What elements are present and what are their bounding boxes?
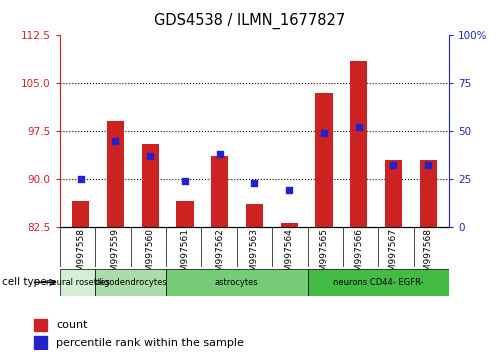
Bar: [142, 144, 159, 227]
Point: [111, 138, 119, 143]
Text: oligodendrocytes: oligodendrocytes: [94, 278, 167, 287]
Bar: [385, 160, 402, 227]
Bar: [280, 223, 298, 227]
Text: astrocytes: astrocytes: [215, 278, 258, 287]
Bar: [350, 61, 367, 227]
Bar: [107, 121, 124, 227]
Text: percentile rank within the sample: percentile rank within the sample: [56, 338, 245, 348]
Text: neural rosettes: neural rosettes: [45, 278, 109, 287]
Bar: [166, 269, 307, 296]
Point: [181, 178, 189, 183]
Bar: [34, 319, 47, 331]
Point: [390, 162, 398, 168]
Bar: [60, 269, 95, 296]
Point: [320, 130, 328, 136]
Bar: [34, 336, 47, 349]
Point: [250, 180, 258, 185]
Point: [146, 153, 154, 159]
Point: [424, 162, 432, 168]
Text: GDS4538 / ILMN_1677827: GDS4538 / ILMN_1677827: [154, 12, 345, 29]
Bar: [315, 93, 333, 227]
Bar: [72, 201, 89, 227]
Point: [77, 176, 85, 182]
Point: [355, 124, 363, 130]
Text: count: count: [56, 320, 88, 330]
Bar: [420, 160, 437, 227]
Bar: [246, 204, 263, 227]
Bar: [307, 269, 449, 296]
Bar: [211, 156, 229, 227]
Point: [285, 187, 293, 193]
Text: cell type: cell type: [2, 278, 47, 287]
Text: neurons CD44- EGFR-: neurons CD44- EGFR-: [333, 278, 424, 287]
Bar: [176, 201, 194, 227]
Point: [216, 151, 224, 157]
Bar: [95, 269, 166, 296]
